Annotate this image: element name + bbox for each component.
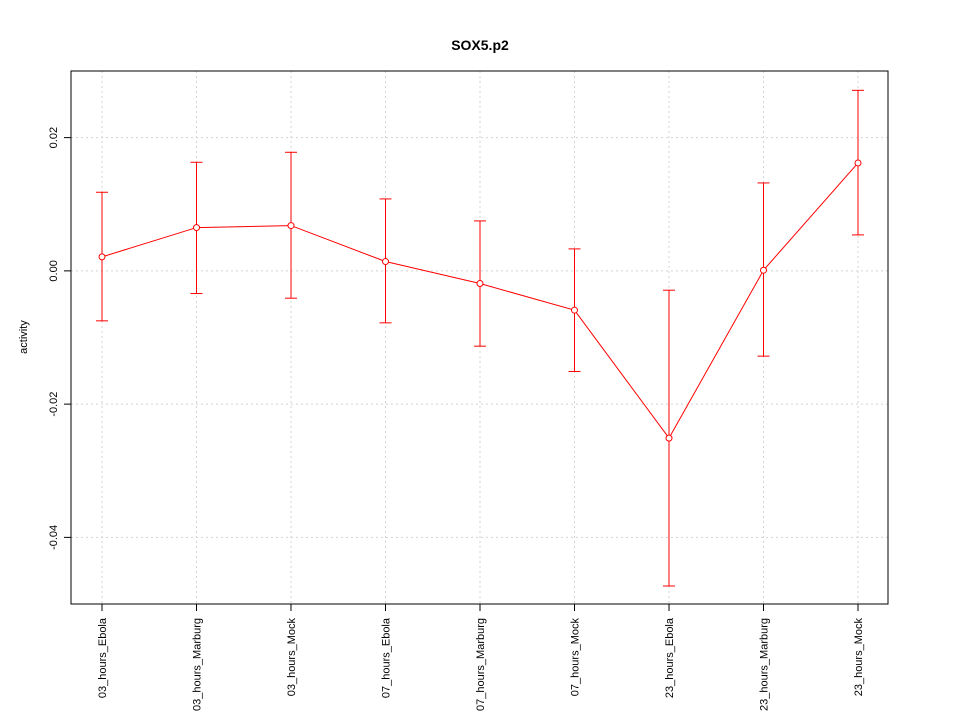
data-point [98,253,106,261]
x-tick-label: 23_hours_Mock [853,618,865,697]
x-tick-label: 23_hours_Marburg [759,618,771,711]
x-tick-label: 23_hours_Ebola [664,617,676,698]
y-tick-label: -0.02 [48,392,60,417]
y-tick-label: -0.04 [48,525,60,550]
data-point [665,434,673,442]
data-point [760,266,767,274]
data-point [382,258,389,266]
y-tick-label: 0.00 [48,260,60,281]
chart-title: SOX5.p2 [451,37,509,53]
data-point [571,306,578,314]
y-tick-label: 0.02 [48,127,60,148]
data-point [287,222,295,230]
axis-layer: 03_hours_Ebola 03_hours_Marburg 03_hours_M… [48,127,865,711]
x-tick-label: 03_hours_Mock [286,618,298,697]
x-tick-label: 03_hours_Marburg [192,618,204,711]
x-tick-label: 07_hours_Ebola [381,617,393,698]
x-tick-label: 07_hours_Mock [570,618,582,697]
series-layer [96,89,864,587]
data-point [476,280,484,288]
x-tick-label: 07_hours_Marburg [475,618,487,711]
data-point [193,224,200,232]
y-axis-label: activity [18,320,30,354]
x-tick-label: 03_hours_Ebola [97,617,109,698]
data-point [854,159,862,167]
